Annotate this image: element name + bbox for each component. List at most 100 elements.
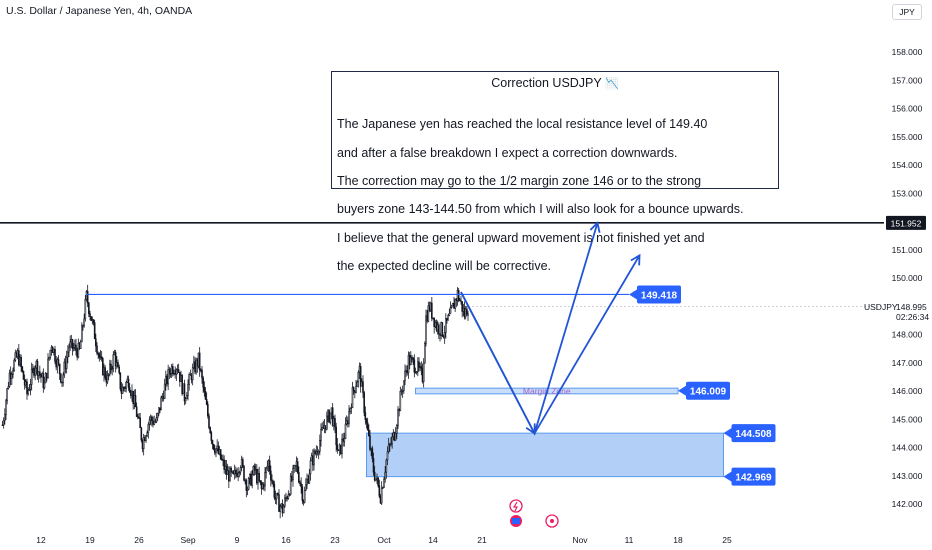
- candle: [448, 308, 451, 317]
- candle: [175, 368, 178, 381]
- live-price: 148.995: [896, 302, 927, 312]
- candle: [110, 360, 112, 374]
- candle: [291, 471, 293, 482]
- candle: [35, 359, 38, 375]
- candle: [464, 305, 467, 320]
- candle: [104, 365, 106, 380]
- candle: [242, 457, 244, 469]
- candle: [120, 381, 123, 400]
- candle: [453, 296, 455, 309]
- price-tag: [731, 424, 776, 443]
- candle: [250, 471, 252, 487]
- candle: [284, 494, 286, 508]
- candle: [382, 486, 384, 489]
- candle: [296, 457, 299, 475]
- candle: [70, 334, 73, 348]
- candle: [92, 318, 95, 326]
- candle: [39, 365, 41, 379]
- candle: [200, 368, 202, 373]
- candle: [116, 356, 118, 370]
- candle: [407, 351, 410, 379]
- candle: [331, 403, 334, 427]
- candle: [46, 372, 48, 382]
- candle: [410, 351, 412, 366]
- live-price-label: 148.995 02:26:34: [896, 302, 929, 322]
- candle: [280, 503, 283, 509]
- candle: [160, 395, 162, 411]
- candle: [450, 304, 453, 309]
- candle: [43, 376, 46, 390]
- candle: [259, 480, 262, 486]
- candle: [95, 333, 97, 352]
- candle: [132, 390, 134, 410]
- candle: [21, 365, 24, 373]
- candle: [158, 407, 160, 417]
- candle: [252, 465, 255, 476]
- currency-badge[interactable]: JPY: [892, 4, 922, 20]
- candle: [394, 427, 397, 441]
- candle: [12, 367, 14, 379]
- candle: [53, 348, 55, 356]
- candle: [84, 294, 87, 322]
- price-tag-label: 144.508: [735, 429, 772, 440]
- y-tick-label: 155.000: [892, 132, 923, 142]
- candle: [48, 356, 50, 361]
- y-tick-label: 154.000: [892, 160, 923, 170]
- x-tick-label: 21: [477, 535, 487, 545]
- candle: [368, 424, 370, 437]
- candle: [193, 355, 195, 370]
- candle: [209, 426, 211, 434]
- x-tick-label: 11: [625, 535, 634, 545]
- candle: [187, 379, 189, 401]
- x-tick-label: 14: [428, 535, 438, 545]
- candle: [159, 407, 161, 414]
- candle: [258, 466, 260, 482]
- candle: [79, 339, 82, 350]
- candle: [114, 349, 117, 373]
- candle: [305, 478, 307, 491]
- candle: [89, 310, 91, 321]
- symbol-title[interactable]: U.S. Dollar / Japanese Yen, 4h, OANDA: [6, 5, 193, 17]
- candle: [30, 362, 33, 391]
- candle: [309, 457, 312, 481]
- x-tick-label: 12: [36, 535, 46, 545]
- candle: [18, 344, 20, 367]
- candle: [174, 366, 176, 379]
- candle: [211, 439, 214, 450]
- candle: [25, 379, 27, 389]
- candle: [77, 338, 80, 359]
- y-tick-label: 153.000: [892, 188, 923, 198]
- candle: [118, 364, 120, 375]
- note-line: buyers zone 143-144.50 from which I will…: [337, 202, 744, 217]
- candle: [257, 468, 259, 490]
- buyers-zone: [366, 432, 724, 478]
- candle: [272, 479, 274, 488]
- y-tick-label: 158.000: [892, 47, 923, 57]
- y-tick-label: 145.000: [892, 414, 923, 424]
- price-tag-label: 146.009: [690, 387, 727, 398]
- candle: [268, 455, 271, 475]
- candle: [240, 455, 243, 472]
- candle: [238, 470, 241, 478]
- analysis-note[interactable]: Correction USDJPY 📉 The Japanese yen has…: [331, 71, 779, 273]
- candle: [22, 370, 25, 380]
- candle: [362, 375, 364, 398]
- candle: [390, 437, 392, 447]
- candle: [179, 372, 181, 387]
- candle: [133, 389, 136, 410]
- candle: [292, 464, 294, 487]
- candle: [144, 435, 146, 442]
- price-tag-pointer: [629, 289, 637, 300]
- candle: [235, 466, 237, 479]
- candle: [236, 468, 238, 478]
- candle: [76, 347, 78, 361]
- candle: [462, 303, 465, 317]
- candle: [141, 438, 144, 453]
- candle: [91, 316, 94, 325]
- candle: [7, 381, 10, 390]
- candle: [60, 373, 62, 384]
- candle: [196, 357, 199, 373]
- candle: [2, 417, 5, 429]
- candle: [391, 432, 393, 449]
